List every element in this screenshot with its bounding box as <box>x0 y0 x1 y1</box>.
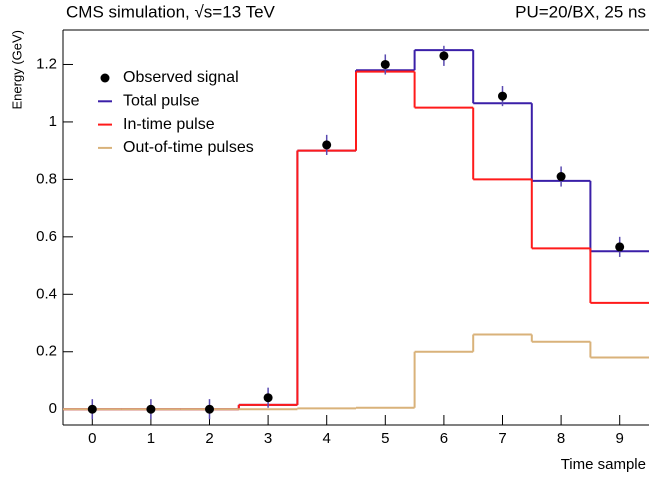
y-tick-label: 0.8 <box>36 170 57 187</box>
chart-subtitle: PU=20/BX, 25 ns <box>515 2 646 21</box>
data-point <box>615 242 625 252</box>
y-tick-label: 0 <box>49 400 57 417</box>
legend-label: Observed signal <box>123 69 239 86</box>
x-tick-label: 5 <box>381 430 389 447</box>
x-tick-label: 0 <box>88 430 96 447</box>
y-tick-label: 1 <box>49 113 57 130</box>
legend-label: Out-of-time pulses <box>123 139 254 156</box>
data-point <box>205 404 214 414</box>
x-tick-label: 3 <box>264 430 272 447</box>
y-tick-label: 0.6 <box>36 228 57 245</box>
x-tick-label: 7 <box>498 430 506 447</box>
legend-marker <box>100 73 110 83</box>
legend-label: In-time pulse <box>123 116 215 133</box>
y-tick-label: 0.2 <box>36 343 57 360</box>
x-tick-label: 2 <box>205 430 213 447</box>
data-point <box>556 172 566 182</box>
data-point <box>263 393 273 403</box>
data-point <box>87 404 97 414</box>
x-tick-label: 8 <box>557 430 565 447</box>
data-point <box>380 59 390 69</box>
x-tick-label: 6 <box>440 430 448 447</box>
data-point <box>146 404 156 414</box>
data-point <box>439 51 449 61</box>
x-tick-label: 4 <box>323 430 331 447</box>
legend-label: Total pulse <box>123 93 200 110</box>
y-tick-label: 1.2 <box>36 55 57 72</box>
x-axis-label: Time sample <box>561 456 646 473</box>
x-tick-label: 1 <box>147 430 155 447</box>
y-axis-label: Energy (GeV) <box>9 30 24 109</box>
data-point <box>322 140 332 150</box>
chart-title: CMS simulation, √s=13 TeV <box>66 2 276 21</box>
x-tick-label: 9 <box>616 430 624 447</box>
y-tick-label: 0.4 <box>36 285 57 302</box>
data-point <box>498 91 507 101</box>
